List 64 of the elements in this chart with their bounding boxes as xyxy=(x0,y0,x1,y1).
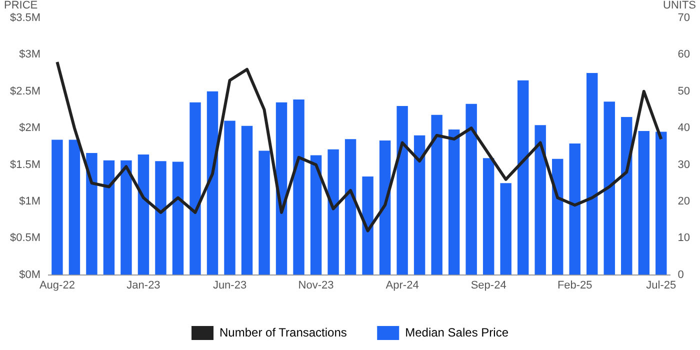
bar xyxy=(379,140,391,275)
bar xyxy=(310,155,322,275)
bar xyxy=(466,104,477,275)
bar xyxy=(155,161,166,275)
y-tick-label: $1.5M xyxy=(10,158,41,171)
legend-label: Number of Transactions xyxy=(220,325,347,340)
y2-tick-label: 60 xyxy=(678,48,690,61)
bar xyxy=(52,140,63,275)
bar xyxy=(103,160,115,275)
y2-tick-label: 0 xyxy=(678,268,684,281)
x-tick-label: Jun-23 xyxy=(212,279,247,292)
y-tick-label: $2.5M xyxy=(10,85,41,98)
y2-tick-label: 30 xyxy=(678,158,690,171)
bar xyxy=(517,80,529,275)
bar xyxy=(276,102,288,275)
y-tick-label: $1M xyxy=(19,195,41,208)
bar xyxy=(448,130,460,275)
bar xyxy=(586,73,598,275)
bar xyxy=(172,162,184,275)
x-tick-label: Jan-23 xyxy=(126,279,160,292)
x-tick-label: Aug-22 xyxy=(39,279,75,292)
bar xyxy=(190,102,201,275)
y-tick-label: $0M xyxy=(19,268,41,281)
bar xyxy=(500,183,512,275)
y2-tick-label: 20 xyxy=(678,195,690,208)
x-tick-label: Sep-24 xyxy=(470,279,506,292)
bar xyxy=(638,130,650,275)
y2-axis-title: UNITS xyxy=(663,0,696,12)
bar xyxy=(241,126,253,275)
x-tick-label: Apr-24 xyxy=(386,279,419,292)
bar xyxy=(431,114,442,275)
bar xyxy=(396,106,408,275)
y-tick-label: $3.5M xyxy=(10,12,41,24)
y2-tick-label: 70 xyxy=(678,12,690,24)
x-tick-label: Jul-25 xyxy=(646,279,676,292)
bar xyxy=(534,125,546,275)
y2-tick-label: 50 xyxy=(678,85,690,98)
y-tick-label: $0.5M xyxy=(10,232,41,244)
bar xyxy=(414,135,426,275)
x-tick-label: Feb-25 xyxy=(557,279,592,292)
bar xyxy=(656,132,667,275)
bar xyxy=(482,158,494,275)
bar xyxy=(362,176,374,275)
bar xyxy=(68,140,80,275)
bar xyxy=(604,102,615,275)
y2-tick-label: 10 xyxy=(678,232,690,244)
y-tick-label: $2M xyxy=(19,122,41,134)
bar xyxy=(344,139,356,275)
bar xyxy=(120,160,132,275)
bar xyxy=(293,99,304,275)
bar xyxy=(224,120,236,275)
bar xyxy=(569,143,580,275)
bar xyxy=(621,117,632,275)
bar xyxy=(138,154,150,275)
y-axis-title: PRICE xyxy=(4,0,38,12)
y-tick-label: $3M xyxy=(19,48,41,61)
bar xyxy=(328,149,339,275)
bar xyxy=(552,158,564,275)
x-tick-label: Nov-23 xyxy=(298,279,334,292)
y2-tick-label: 40 xyxy=(678,122,690,134)
bar xyxy=(258,150,270,275)
bar xyxy=(86,153,98,275)
legend-label: Median Sales Price xyxy=(405,325,509,340)
bar xyxy=(206,91,218,275)
